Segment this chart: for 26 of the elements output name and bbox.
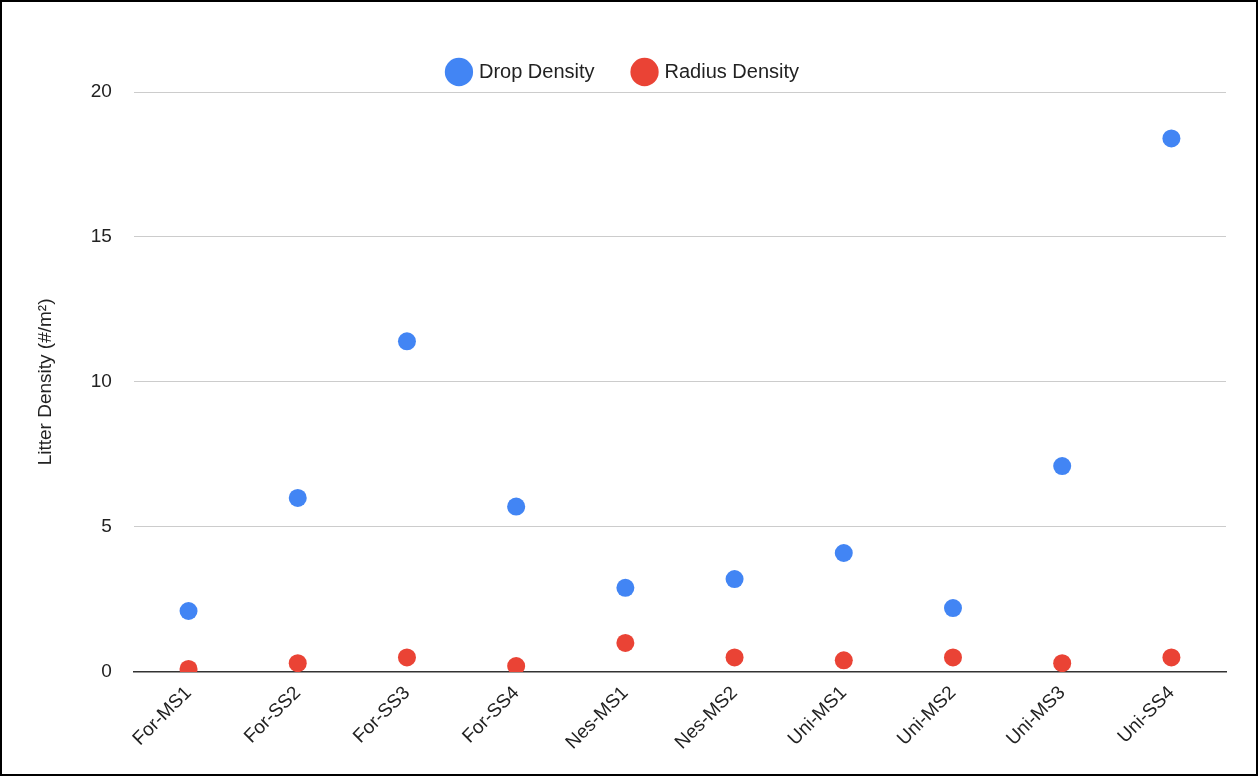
point — [397, 648, 416, 667]
y-tick-label: 5 — [101, 515, 112, 537]
y-tick-label: 10 — [90, 370, 112, 392]
point — [397, 332, 416, 351]
point — [943, 599, 962, 618]
point — [288, 488, 307, 507]
point — [1053, 457, 1072, 476]
y-tick-label: 20 — [90, 80, 112, 102]
point — [616, 633, 635, 652]
point — [1053, 654, 1072, 672]
point — [507, 497, 526, 516]
y-tick-label: 0 — [101, 660, 112, 682]
point — [725, 648, 744, 667]
point — [288, 654, 307, 672]
point — [616, 578, 635, 597]
legend-label: Radius Density — [664, 59, 800, 82]
point — [1162, 129, 1181, 148]
y-axis-title: Litter Density (#/m²) — [33, 298, 55, 466]
point — [1162, 648, 1181, 667]
point — [834, 651, 853, 670]
point — [834, 544, 853, 563]
y-tick-label: 15 — [90, 225, 112, 247]
point — [725, 570, 744, 589]
legend-label: Drop Density — [478, 59, 595, 82]
point — [943, 648, 962, 667]
point — [179, 602, 198, 620]
